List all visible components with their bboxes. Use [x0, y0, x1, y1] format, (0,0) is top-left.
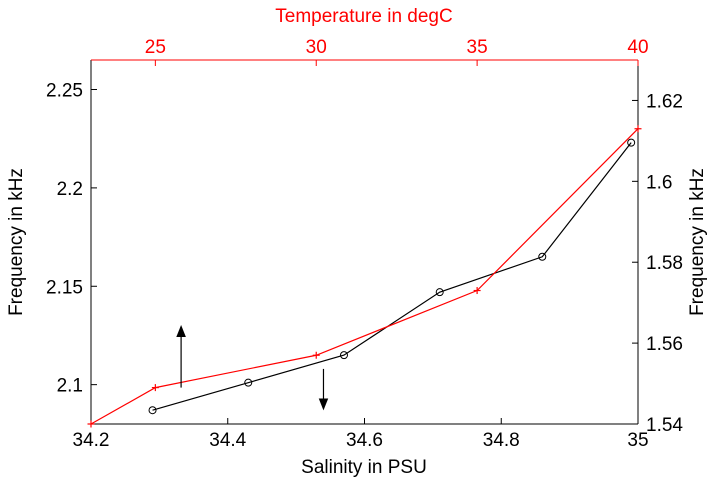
top-tick-label: 40 [627, 37, 648, 58]
salinity-data-point [627, 138, 636, 147]
y-axis-label: Frequency in kHz [6, 168, 27, 316]
top-tick-label: 35 [467, 37, 488, 58]
y2-tick-label: 1.6 [646, 172, 672, 193]
temperature-data-point [473, 287, 481, 295]
plot-area [91, 60, 638, 424]
salinity-data-point [339, 351, 348, 360]
salinity-series-line [152, 142, 632, 411]
y2-tick-label: 1.56 [646, 334, 683, 355]
x-tick-label: 35 [627, 430, 648, 451]
series-layer [87, 125, 642, 428]
salinity-data-point [538, 252, 547, 261]
x-axis-label: Salinity in PSU [301, 457, 427, 478]
x-tick-label: 34.4 [209, 430, 246, 451]
y-tick-label: 2.15 [46, 277, 83, 298]
salinity-data-point [435, 288, 444, 297]
x-tick-label: 34.2 [73, 430, 110, 451]
temperature-data-point [634, 125, 642, 133]
y2-tick-label: 1.58 [646, 253, 683, 274]
salinity-data-point [148, 406, 157, 415]
salinity-data-point [244, 378, 253, 387]
top-tick-label: 30 [306, 37, 327, 58]
y2-tick-label: 1.62 [646, 91, 683, 112]
temperature-data-point [151, 384, 159, 392]
x-tick-label: 34.8 [483, 430, 520, 451]
y2-axis-label: Frequency in kHz [687, 168, 708, 316]
annotation-layer [176, 324, 329, 411]
y-tick-label: 2.2 [57, 179, 83, 200]
temperature-data-point [312, 351, 320, 359]
ticks-layer: 34.2 34.4 34.6 34.8 35 25 30 35 40 2.1 2.15 2.2 2.25… [46, 37, 683, 451]
y-tick-label: 2.1 [57, 376, 83, 397]
x-tick-label: 34.6 [346, 430, 383, 451]
y-tick-label: 2.25 [46, 81, 83, 102]
top-tick-label: 25 [145, 37, 166, 58]
temperature-data-point [87, 420, 95, 428]
y2-tick-label: 1.54 [646, 415, 683, 436]
top-axis-label: Temperature in degC [275, 6, 452, 27]
